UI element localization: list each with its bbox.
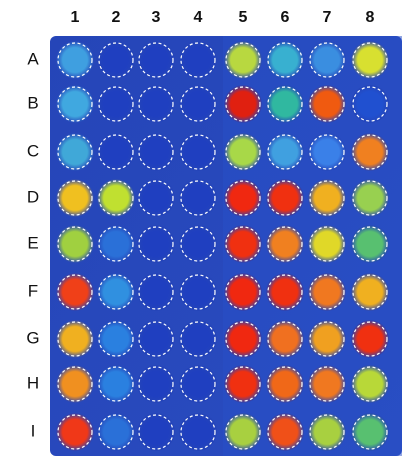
well — [56, 225, 94, 263]
well — [56, 85, 94, 123]
column-label: 5 — [239, 9, 248, 26]
well — [224, 225, 262, 263]
well — [266, 179, 304, 217]
well — [179, 225, 217, 263]
well — [56, 320, 94, 358]
well — [137, 41, 175, 79]
well — [351, 85, 389, 123]
well — [179, 365, 217, 403]
row-label: H — [27, 373, 39, 392]
well — [97, 273, 135, 311]
row-label: G — [26, 328, 39, 347]
well — [266, 85, 304, 123]
row-label: C — [27, 141, 39, 160]
well — [351, 413, 389, 451]
well — [308, 225, 346, 263]
well — [137, 225, 175, 263]
well — [179, 133, 217, 171]
well — [179, 320, 217, 358]
well — [351, 365, 389, 403]
well — [224, 41, 262, 79]
well — [97, 320, 135, 358]
well — [137, 320, 175, 358]
well — [137, 413, 175, 451]
well — [224, 413, 262, 451]
well — [308, 273, 346, 311]
well — [351, 225, 389, 263]
well — [308, 41, 346, 79]
well — [137, 273, 175, 311]
row-label: B — [27, 93, 38, 112]
well — [266, 273, 304, 311]
well — [179, 413, 217, 451]
well — [56, 41, 94, 79]
row-label: I — [31, 421, 36, 440]
well — [308, 179, 346, 217]
well — [97, 133, 135, 171]
well — [97, 85, 135, 123]
column-label: 6 — [281, 9, 290, 26]
row-label: A — [27, 49, 39, 68]
well — [224, 179, 262, 217]
well — [266, 225, 304, 263]
well — [308, 320, 346, 358]
well — [56, 413, 94, 451]
well — [56, 133, 94, 171]
well — [179, 179, 217, 217]
well — [224, 320, 262, 358]
well — [351, 273, 389, 311]
well — [97, 413, 135, 451]
well — [351, 320, 389, 358]
column-label: 8 — [366, 9, 375, 26]
well — [137, 133, 175, 171]
well — [97, 365, 135, 403]
well — [308, 413, 346, 451]
column-label: 3 — [152, 9, 161, 26]
row-label: E — [27, 233, 38, 252]
column-label: 4 — [194, 9, 203, 26]
well — [179, 273, 217, 311]
well — [224, 133, 262, 171]
well — [179, 41, 217, 79]
well — [224, 365, 262, 403]
well — [97, 225, 135, 263]
well — [351, 179, 389, 217]
well — [137, 85, 175, 123]
well — [351, 41, 389, 79]
well — [179, 85, 217, 123]
column-label: 7 — [323, 9, 332, 26]
well — [266, 413, 304, 451]
well — [308, 85, 346, 123]
well — [266, 320, 304, 358]
column-label: 1 — [71, 9, 80, 26]
well — [56, 273, 94, 311]
well — [308, 133, 346, 171]
well — [137, 179, 175, 217]
page: {"columns": ["1", "2", "3", "4", "5", "6… — [0, 0, 408, 460]
column-label: 2 — [112, 9, 121, 26]
well — [137, 365, 175, 403]
well — [308, 365, 346, 403]
row-label: F — [28, 281, 38, 300]
well — [56, 365, 94, 403]
well — [266, 41, 304, 79]
well — [224, 273, 262, 311]
well — [266, 133, 304, 171]
well — [266, 365, 304, 403]
well — [97, 179, 135, 217]
well — [224, 85, 262, 123]
well — [97, 41, 135, 79]
well — [56, 179, 94, 217]
well — [351, 133, 389, 171]
row-label: D — [27, 187, 39, 206]
plate-image: 1 2 3 4 5 6 7 8 A B C D E F G H I — [0, 0, 408, 460]
